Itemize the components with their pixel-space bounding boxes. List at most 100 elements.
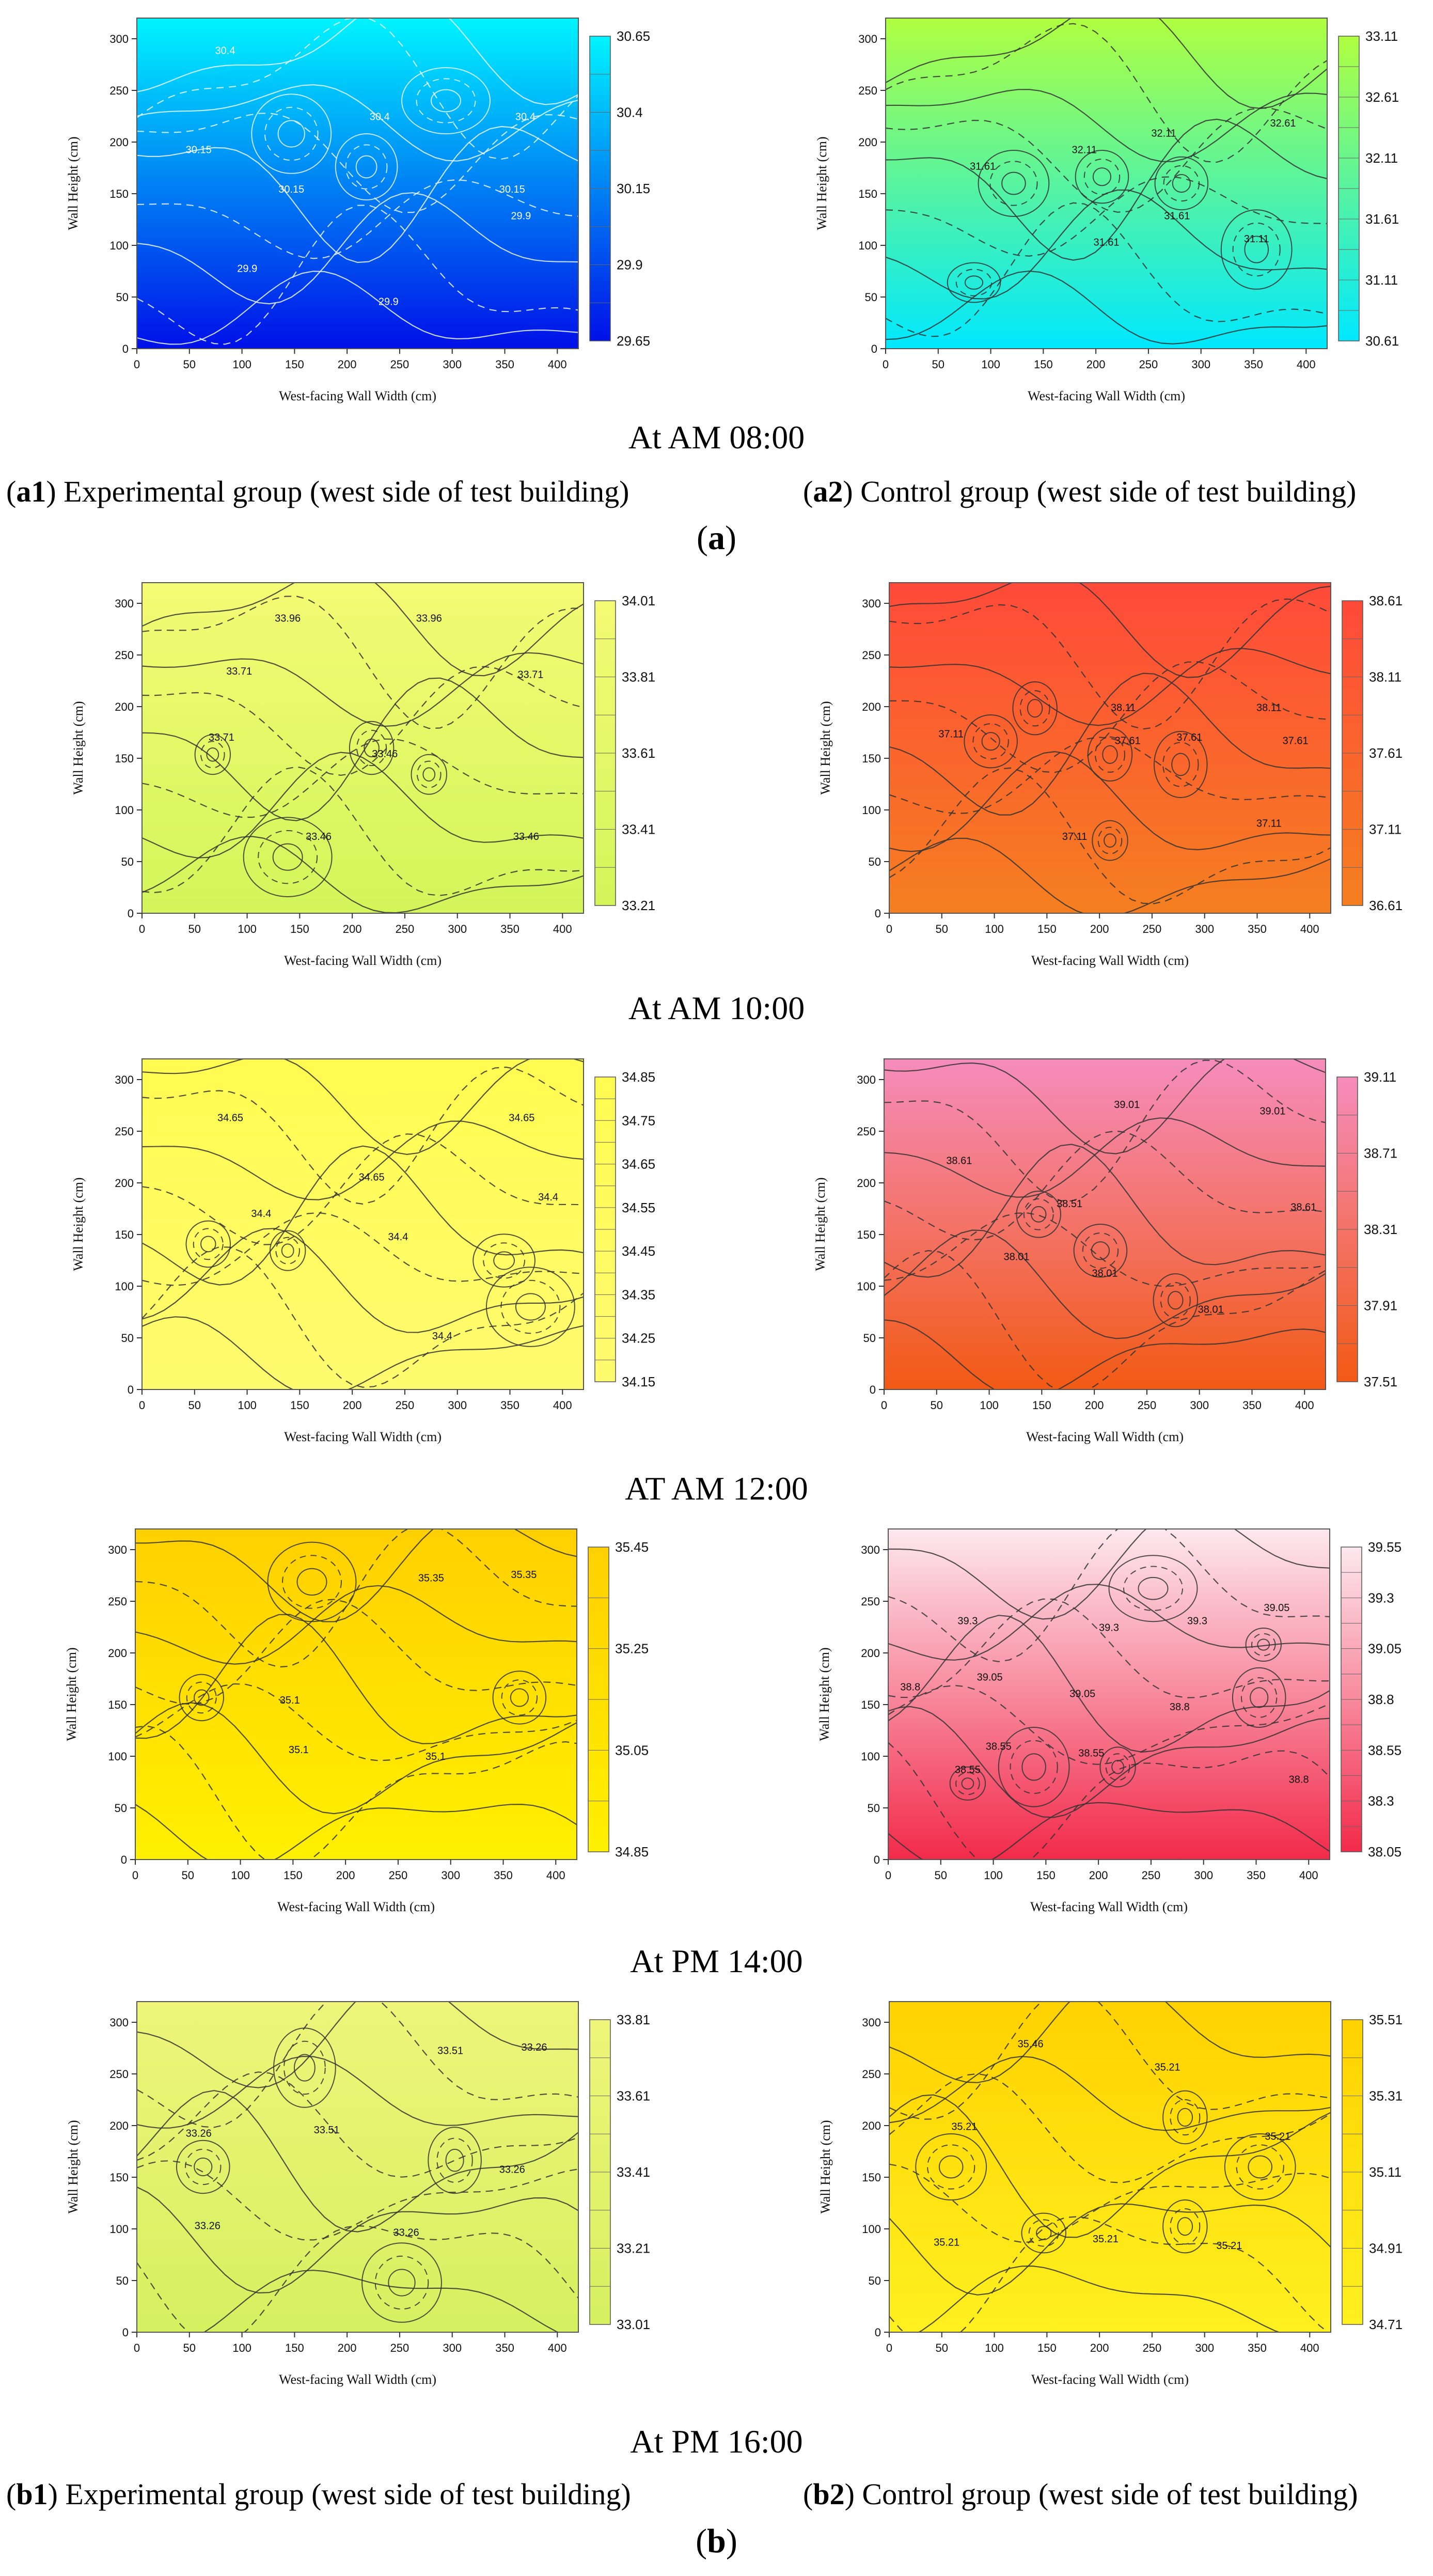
x-axis-label: West-facing Wall Width (cm) (1028, 388, 1185, 403)
contour-blob (428, 2127, 482, 2194)
contour-line (886, 88, 1327, 162)
x-tick-label: 300 (448, 923, 467, 935)
contour-line (137, 2160, 578, 2241)
y-tick-label: 250 (115, 649, 134, 662)
chart-ctl-0800: 32.61 32.11 32.11 31.61 31.61 31.61 31.11 0 50 10… (814, 18, 1399, 403)
y-tick-label: 200 (862, 700, 881, 713)
heatmap-field (142, 1059, 584, 1390)
contour-label: 34.4 (538, 1192, 558, 1203)
contour-line (142, 1059, 584, 1156)
contour-label: 37.61 (1283, 735, 1309, 746)
x-axis-label: West-facing Wall Width (cm) (1031, 2372, 1189, 2387)
contour-label: 32.11 (1151, 128, 1176, 139)
y-tick-label: 0 (874, 1853, 880, 1866)
x-tick-label: 200 (1085, 1399, 1104, 1412)
x-tick-label: 350 (1242, 1399, 1262, 1412)
contour-blob (978, 150, 1050, 217)
contour-lines (137, 18, 578, 345)
contour-blob (915, 2133, 987, 2200)
y-tick-label: 200 (115, 700, 134, 713)
contour-blob (349, 721, 395, 775)
contour-label: 38.55 (1078, 1747, 1104, 1759)
y-tick-label: 0 (870, 1383, 876, 1396)
contour-blob (1031, 1206, 1047, 1223)
contour-blob (483, 1242, 525, 1279)
contour-label: 29.9 (379, 296, 399, 308)
colorbar-tick-label: 37.11 (1369, 822, 1401, 837)
x-tick-label: 0 (883, 358, 889, 371)
caption-a1-text: ) Experimental group (west side of test … (46, 475, 629, 508)
contour-label: 38.55 (955, 1764, 981, 1775)
plot-frame (135, 1528, 577, 1860)
contour-blob (416, 78, 476, 123)
contour-line (135, 1683, 577, 1761)
y-axis-label: Wall Height (cm) (818, 701, 833, 794)
contour-blob (1087, 727, 1133, 782)
colorbar-tick-label: 30.15 (617, 181, 650, 196)
contour-line (142, 738, 584, 818)
contour-blob (1163, 165, 1200, 202)
colorbar-tick-label: 33.01 (617, 2317, 650, 2332)
contour-line (884, 1059, 1326, 1154)
y-tick-label: 300 (862, 2016, 881, 2029)
contour-blob (1019, 690, 1050, 727)
contour-blob (1245, 1628, 1282, 1662)
x-tick-label: 250 (1143, 923, 1162, 935)
x-axis-label: West-facing Wall Width (cm) (277, 1899, 435, 1914)
colorbar-tick-label: 33.41 (617, 2164, 650, 2180)
contour-blob (949, 1766, 986, 1801)
contour-line (884, 1250, 1326, 1390)
contour-line (142, 666, 584, 776)
contour-lines (886, 18, 1327, 345)
contour-line (142, 1316, 584, 1390)
contour-blob (193, 1228, 224, 1260)
contour-label: 33.26 (521, 2042, 547, 2053)
contour-blob (1220, 209, 1293, 290)
contour-label: 32.11 (1072, 144, 1097, 155)
y-tick-label: 300 (858, 33, 877, 45)
chart-ctl-1000: 38.11 38.11 37.61 37.61 37.61 37.11 37.11 37.11… (818, 582, 1403, 968)
x-tick-label: 0 (881, 1399, 887, 1412)
y-axis-label: Wall Height (cm) (813, 1177, 828, 1271)
contour-label: 39.3 (1099, 1622, 1119, 1633)
caption-a1: (a1) Experimental group (west side of te… (6, 475, 629, 508)
x-tick-label: 0 (885, 1869, 891, 1882)
colorbar-tick-label: 38.61 (1369, 593, 1403, 608)
contour-blob (955, 1772, 980, 1796)
x-tick-label: 150 (1034, 358, 1053, 371)
contour-label: 29.9 (511, 210, 531, 222)
contour-blob (1027, 699, 1043, 718)
contour-line (888, 1684, 1330, 1765)
contour-blob (194, 1689, 210, 1706)
contour-line (137, 2090, 578, 2232)
contour-blob (1232, 1667, 1286, 1728)
y-tick-label: 200 (857, 1177, 876, 1190)
colorbar-tick-label: 39.05 (1368, 1641, 1401, 1657)
x-tick-label: 0 (134, 2341, 140, 2354)
contour-blob (493, 1251, 515, 1270)
heatmap-field (886, 18, 1327, 349)
contour-blob (1012, 681, 1058, 736)
x-tick-label: 50 (936, 923, 948, 935)
contour-line (889, 751, 1331, 852)
contour-line (886, 202, 1327, 337)
contour-label: 38.8 (1289, 1774, 1309, 1786)
x-tick-label: 300 (1195, 2341, 1214, 2354)
contour-line (137, 179, 578, 259)
colorbar-tick-label: 34.15 (622, 1374, 655, 1390)
contour-blob (431, 89, 461, 113)
contour-label: 33.96 (275, 613, 301, 625)
x-tick-label: 400 (1295, 1399, 1314, 1412)
x-tick-label: 250 (389, 1869, 408, 1882)
x-tick-label: 350 (494, 1869, 513, 1882)
x-tick-label: 150 (284, 1869, 303, 1882)
contour-line (889, 583, 1331, 678)
colorbar-tick-label: 29.9 (617, 257, 643, 273)
colorbar-tick-label: 38.11 (1369, 669, 1401, 685)
x-tick-label: 0 (139, 923, 145, 935)
y-axis-label: Wall Height (cm) (814, 136, 829, 230)
contour-blob (1105, 1753, 1130, 1781)
contour-label: 34.65 (509, 1112, 534, 1123)
colorbar-tick-label: 38.71 (1364, 1146, 1397, 1161)
chart-ctl-1600: 35.46 35.21 35.21 35.21 35.21 35.21 35.21 0 50 10… (818, 2001, 1403, 2387)
